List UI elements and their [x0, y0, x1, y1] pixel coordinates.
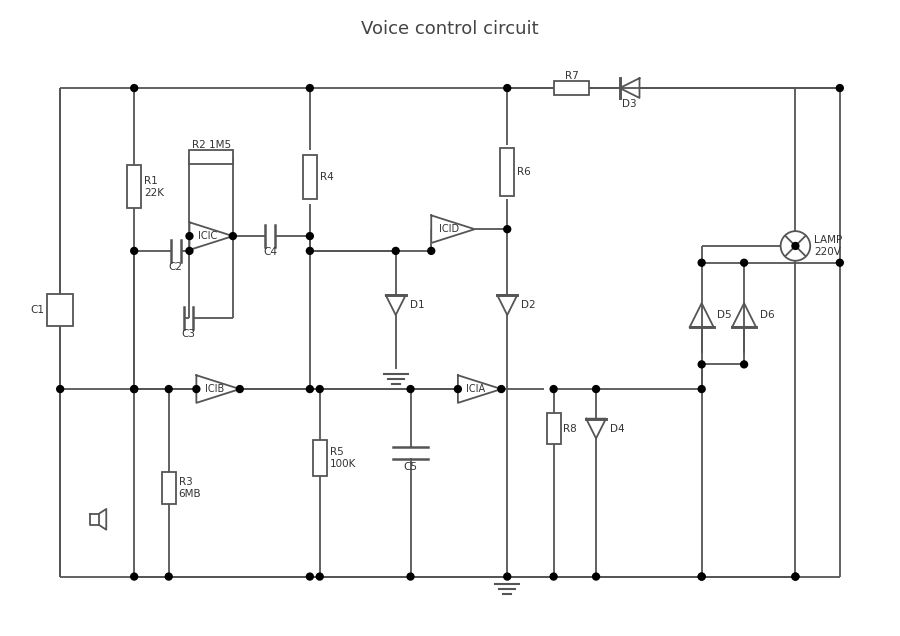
Text: D3: D3 [622, 99, 637, 109]
Bar [127, 165, 141, 209]
Circle shape [592, 573, 599, 580]
Bar [554, 81, 590, 95]
Circle shape [306, 385, 313, 392]
Circle shape [836, 259, 843, 266]
Circle shape [780, 231, 810, 261]
Circle shape [186, 247, 193, 254]
Text: ICID: ICID [439, 224, 459, 234]
Text: C4: C4 [264, 247, 277, 257]
Circle shape [792, 573, 799, 580]
Circle shape [792, 573, 799, 580]
Circle shape [698, 573, 705, 580]
Circle shape [498, 385, 505, 392]
Bar [546, 413, 561, 445]
Circle shape [407, 385, 414, 392]
Circle shape [741, 259, 748, 266]
Bar [303, 155, 317, 198]
Text: C2: C2 [168, 261, 183, 272]
Polygon shape [190, 222, 233, 250]
Text: C3: C3 [182, 329, 195, 339]
Text: R3
6MB: R3 6MB [178, 477, 202, 499]
Circle shape [504, 85, 510, 92]
Circle shape [130, 385, 138, 392]
Bar [313, 440, 327, 476]
Bar [48, 294, 73, 326]
Circle shape [836, 85, 843, 92]
Circle shape [306, 85, 313, 92]
Bar [190, 150, 233, 164]
Circle shape [237, 385, 243, 392]
Circle shape [306, 573, 313, 580]
Circle shape [316, 385, 323, 392]
Text: R4: R4 [320, 172, 334, 182]
Circle shape [698, 385, 705, 392]
Bar [500, 148, 514, 196]
Circle shape [316, 573, 323, 580]
Text: D2: D2 [521, 300, 535, 310]
Polygon shape [431, 216, 474, 243]
Circle shape [698, 361, 705, 368]
Circle shape [698, 573, 705, 580]
Circle shape [306, 233, 313, 240]
Text: ICIC: ICIC [198, 231, 217, 241]
Text: ICIB: ICIB [204, 384, 224, 394]
Circle shape [130, 85, 138, 92]
Circle shape [454, 385, 462, 392]
Circle shape [130, 573, 138, 580]
Text: LAMP
220V: LAMP 220V [814, 235, 842, 257]
Circle shape [230, 233, 237, 240]
Circle shape [407, 573, 414, 580]
Text: D5: D5 [717, 310, 732, 320]
Circle shape [550, 573, 557, 580]
Text: C5: C5 [403, 462, 418, 472]
Circle shape [193, 385, 200, 392]
Text: C1: C1 [31, 305, 44, 315]
Circle shape [504, 573, 510, 580]
Text: Voice control circuit: Voice control circuit [361, 20, 539, 38]
Text: ICIA: ICIA [466, 384, 485, 394]
Circle shape [741, 361, 748, 368]
Bar [162, 472, 176, 504]
Circle shape [392, 247, 400, 254]
Circle shape [428, 247, 435, 254]
Text: D1: D1 [410, 300, 424, 310]
Circle shape [57, 385, 64, 392]
Circle shape [550, 385, 557, 392]
Circle shape [592, 385, 599, 392]
Text: D6: D6 [760, 310, 775, 320]
Text: D4: D4 [610, 424, 625, 434]
Circle shape [130, 385, 138, 392]
Circle shape [792, 242, 799, 249]
Text: R6: R6 [518, 167, 531, 177]
Circle shape [504, 226, 510, 233]
Text: R1
22K: R1 22K [144, 176, 164, 198]
Circle shape [166, 573, 172, 580]
Text: R8: R8 [563, 424, 577, 434]
Circle shape [186, 233, 193, 240]
Circle shape [130, 247, 138, 254]
Text: R2 1M5: R2 1M5 [192, 141, 230, 150]
Circle shape [166, 385, 172, 392]
Circle shape [306, 247, 313, 254]
Text: R7: R7 [564, 71, 579, 81]
Circle shape [698, 259, 705, 266]
Polygon shape [196, 375, 239, 403]
Text: R5
100K: R5 100K [329, 447, 356, 469]
Polygon shape [458, 375, 501, 403]
